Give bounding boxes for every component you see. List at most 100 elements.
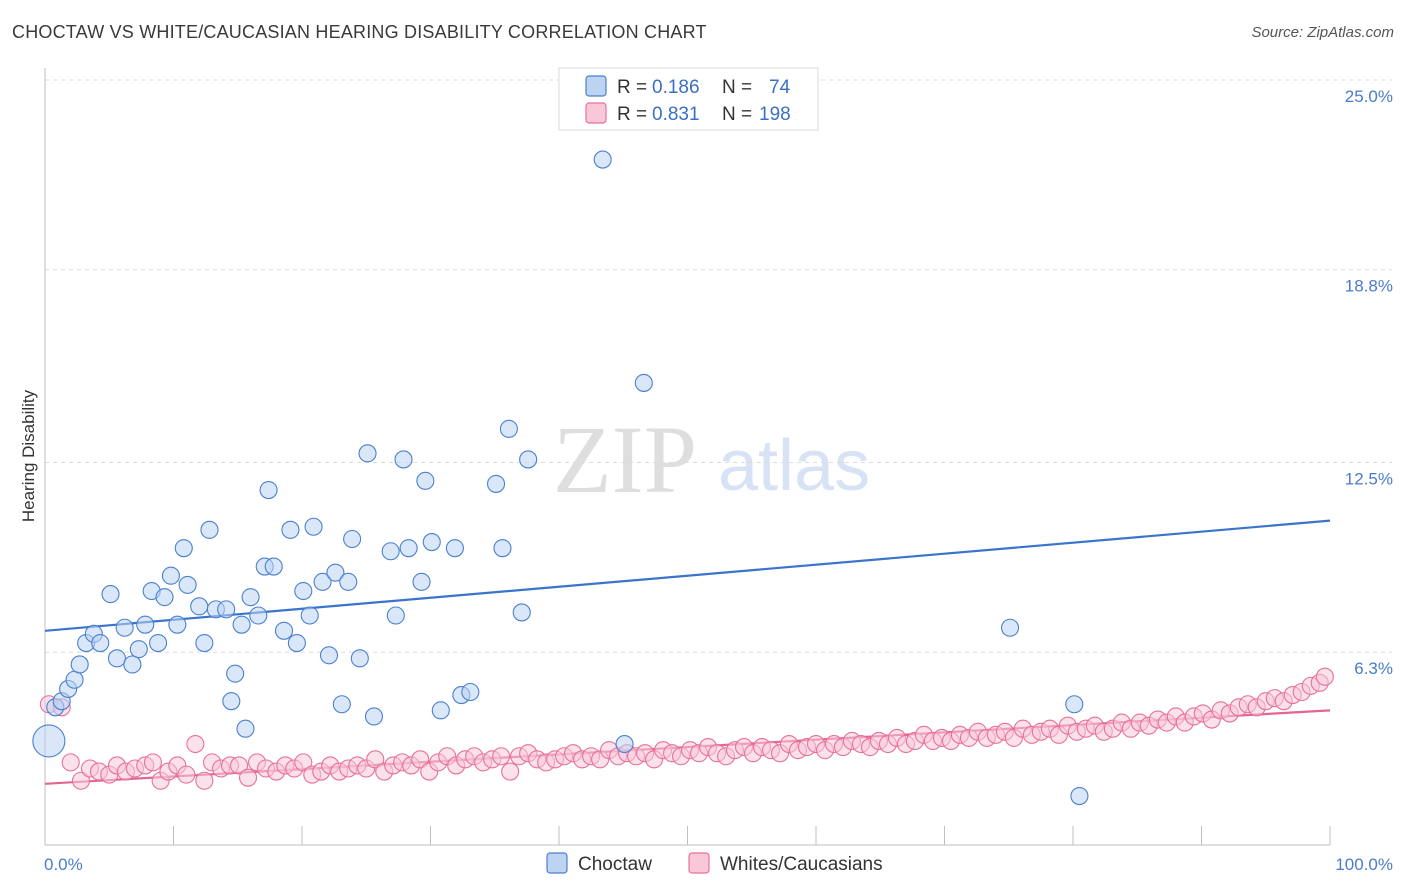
point-choctaw — [178, 575, 197, 594]
point-choctaw — [107, 649, 127, 668]
point-choctaw — [313, 572, 332, 591]
point-choctaw — [416, 471, 435, 490]
point-choctaw — [493, 539, 512, 558]
point-choctaw — [91, 633, 110, 653]
point-choctaw — [190, 597, 209, 616]
point-choctaw — [249, 606, 268, 625]
point-choctaw — [195, 633, 214, 653]
legend-n-value-choctaw: 74 — [769, 77, 791, 98]
legend-r-label-choctaw: R = — [617, 77, 647, 98]
point-choctaw — [499, 419, 518, 438]
point-whites — [177, 765, 196, 784]
point-choctaw — [512, 603, 531, 622]
y-axis-label: Hearing Disability — [19, 389, 38, 522]
point-choctaw — [593, 150, 612, 169]
bottom-legend-swatch-choctaw — [546, 852, 568, 874]
series-choctaw — [32, 150, 1089, 806]
point-choctaw — [123, 655, 142, 674]
point-choctaw — [1070, 786, 1089, 806]
point-choctaw — [129, 640, 148, 659]
point-choctaw — [101, 585, 120, 604]
point-choctaw — [232, 615, 251, 634]
point-choctaw — [399, 539, 418, 558]
chart-title: CHOCTAW VS WHITE/CAUCASIAN HEARING DISAB… — [12, 22, 707, 42]
point-choctaw — [174, 539, 193, 558]
point-choctaw — [358, 444, 377, 463]
axes — [44, 68, 1331, 846]
legend-n-value-whites: 198 — [759, 104, 791, 125]
point-choctaw — [274, 621, 294, 640]
bottom-legend-swatch-whites — [688, 852, 710, 874]
point-choctaw — [241, 588, 260, 607]
bottom-legend-label-whites: Whites/Caucasians — [720, 854, 883, 875]
watermark: ZIP atlas — [553, 406, 870, 513]
point-choctaw — [634, 373, 653, 392]
bottom-legend: Choctaw Whites/Caucasians — [546, 852, 883, 875]
point-choctaw — [339, 572, 358, 591]
point-whites — [61, 753, 80, 772]
point-choctaw — [70, 655, 89, 674]
point-choctaw — [319, 646, 339, 665]
legend-r-label-whites: R = — [617, 104, 647, 125]
point-choctaw — [287, 633, 306, 653]
point-whites — [1315, 667, 1334, 686]
point-whites — [411, 750, 430, 769]
point-choctaw — [300, 606, 319, 625]
legend-n-label-whites: N = — [722, 104, 752, 125]
legend-swatch-whites — [585, 102, 607, 124]
point-choctaw — [200, 520, 219, 539]
point-choctaw — [168, 615, 187, 634]
point-choctaw — [431, 701, 450, 720]
source-label: Source: ZipAtlas.com — [1251, 24, 1394, 41]
point-whites — [229, 756, 249, 775]
point-choctaw — [65, 670, 84, 689]
point-choctaw — [136, 615, 155, 634]
point-choctaw — [115, 618, 134, 637]
x-tick-label-min: 0.0% — [44, 855, 83, 874]
point-choctaw — [364, 707, 384, 726]
point-choctaw — [149, 633, 168, 653]
point-choctaw — [412, 572, 431, 591]
point-whites — [501, 762, 520, 781]
legend-swatch-choctaw — [585, 75, 607, 97]
tick-labels: 6.3% 12.5% 18.8% 25.0% 0.0% 100.0% — [44, 87, 1393, 874]
watermark-zip: ZIP — [553, 406, 697, 513]
y-tick-label: 25.0% — [1345, 87, 1393, 106]
point-choctaw — [332, 695, 351, 714]
point-choctaw — [445, 539, 464, 558]
point-whites — [366, 750, 385, 769]
point-whites — [492, 747, 511, 766]
point-choctaw — [326, 563, 345, 582]
point-choctaw — [304, 517, 323, 536]
point-choctaw — [1065, 695, 1084, 714]
point-choctaw — [264, 557, 283, 576]
x-tick-label-max: 100.0% — [1335, 855, 1393, 874]
point-choctaw — [1000, 618, 1020, 637]
series-whites — [39, 667, 1334, 790]
legend-n-label-choctaw: N = — [722, 77, 752, 98]
legend-r-value-choctaw: 0.186 — [652, 77, 700, 98]
bottom-legend-label-choctaw: Choctaw — [578, 854, 652, 875]
point-choctaw — [259, 480, 278, 500]
point-choctaw — [161, 566, 180, 585]
point-choctaw — [519, 450, 538, 469]
y-tick-label: 18.8% — [1345, 277, 1393, 296]
y-tick-label: 12.5% — [1345, 470, 1393, 489]
legend-r-value-whites: 0.831 — [652, 104, 700, 125]
point-choctaw — [343, 529, 362, 549]
trend-line-choctaw — [44, 519, 1331, 632]
point-whites — [71, 771, 91, 790]
point-choctaw — [350, 649, 369, 668]
point-choctaw — [422, 533, 441, 552]
point-whites — [195, 771, 214, 790]
point-choctaw — [294, 581, 313, 601]
point-choctaw — [222, 692, 241, 711]
watermark-atlas: atlas — [718, 426, 870, 506]
point-choctaw — [386, 606, 405, 625]
point-choctaw — [381, 542, 400, 561]
point-choctaw — [236, 719, 255, 738]
point-choctaw — [281, 520, 300, 539]
y-tick-label: 6.3% — [1354, 659, 1393, 678]
point-choctaw — [217, 600, 236, 619]
